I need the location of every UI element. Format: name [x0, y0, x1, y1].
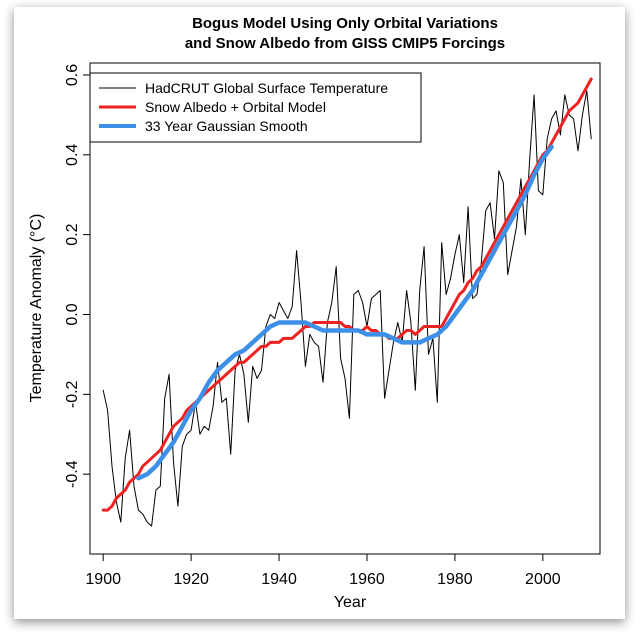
legend-label-hadcrut: HadCRUT Global Surface Temperature	[145, 80, 388, 96]
x-axis-label: Year	[334, 594, 367, 611]
y-tick-label: 0.6	[64, 64, 81, 86]
x-tick-label: 2000	[525, 571, 561, 588]
legend-box	[89, 72, 422, 143]
y-tick-label: 0.0	[64, 303, 81, 325]
chart-title-line-1: Bogus Model Using Only Orbital Variation…	[192, 15, 498, 32]
y-tick-label: 0.4	[64, 144, 81, 166]
series-line-hadcrut	[102, 90, 592, 527]
x-tick-label: 1920	[173, 571, 209, 588]
x-tick-label: 1940	[261, 571, 297, 588]
x-tick-label: 1960	[349, 571, 385, 588]
y-axis: -0.4 -0.2 0.0 0.2 0.4 0.6	[64, 64, 91, 488]
legend-label-model: Snow Albedo + Orbital Model	[145, 99, 326, 115]
y-tick-label: -0.2	[64, 380, 81, 408]
chart-title-line-2: and Snow Albedo from GISS CMIP5 Forcings	[185, 35, 505, 52]
series-line-model	[101, 77, 593, 512]
series-layer	[101, 77, 593, 527]
legend: HadCRUT Global Surface Temperature Snow …	[89, 72, 422, 143]
series-line-smooth	[136, 144, 554, 481]
legend-label-smooth: 33 Year Gaussian Smooth	[145, 118, 308, 134]
x-tick-label: 1980	[437, 571, 473, 588]
y-tick-label: 0.2	[64, 223, 81, 245]
y-tick-label: -0.4	[64, 460, 81, 488]
x-tick-label: 1900	[85, 571, 121, 588]
y-axis-label: Temperature Anomaly (°C)	[28, 214, 45, 403]
x-axis: 1900 1920 1940 1960 1980 2000	[85, 553, 561, 588]
